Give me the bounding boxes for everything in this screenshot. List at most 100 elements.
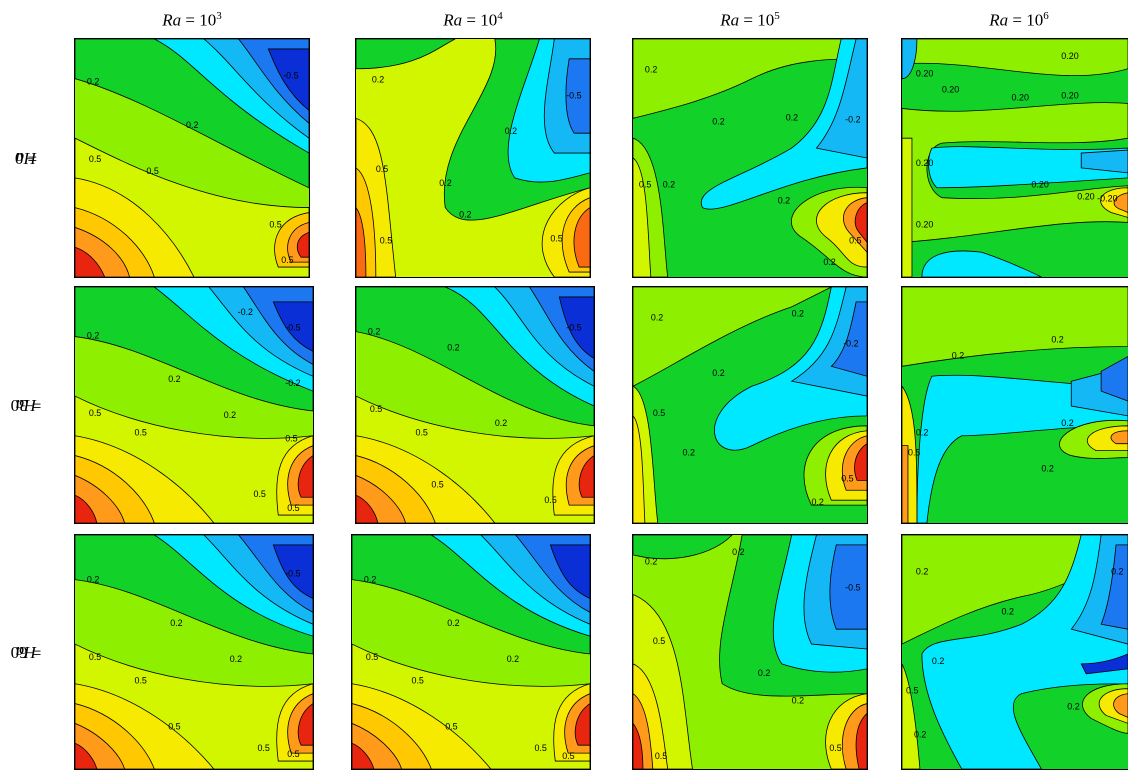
- svg-text:0.5: 0.5: [269, 219, 281, 229]
- svg-text:0.20: 0.20: [1061, 91, 1078, 101]
- contour-plot: 0.2 0.2 0.2 0.5 0.5 0.5 0.5 0.5 -0.2 -0.…: [75, 287, 313, 523]
- contour-plot: 0.2 0.2 0.5 0.5 0.5 0.5 -0.5: [75, 39, 309, 277]
- contour-panel-ha30-ra1e6: 0.2 0.2 0.2 0.2 0.2 0.5: [901, 286, 1128, 524]
- column-header-ra-1e5: Ra = 105: [720, 10, 780, 30]
- svg-text:-0.2: -0.2: [843, 338, 858, 348]
- svg-text:0.5: 0.5: [254, 489, 266, 499]
- svg-text:0.2: 0.2: [916, 567, 928, 577]
- svg-text:0.5: 0.5: [544, 495, 556, 505]
- svg-text:0.2: 0.2: [952, 350, 964, 360]
- contour-panel-ha60-ra1e3: 0.2 0.2 0.2 0.5 0.5 0.5 0.5 0.5 -0.5: [74, 534, 314, 770]
- svg-text:0.20: 0.20: [916, 69, 933, 79]
- contour-panel-ha0-ra1e4: 0.2 0.2 0.2 0.2 0.5 0.5 0.5 -0.5: [355, 38, 591, 278]
- contour-plot: 0.2 0.2 0.2 0.2 0.5 0.5 0.5 -0.5: [356, 39, 590, 277]
- svg-text:0.2: 0.2: [758, 668, 770, 678]
- svg-text:0.20: 0.20: [1077, 192, 1094, 202]
- contour-plot: 0.2 0.2 0.2 0.2 0.2 0.5 0.5 -0.2: [633, 287, 867, 523]
- svg-text:0.2: 0.2: [186, 120, 198, 130]
- svg-text:0.5: 0.5: [431, 479, 443, 489]
- contour-panel-ha30-ra1e4: 0.2 0.2 0.2 0.5 0.5 0.5 0.5 -0.5: [355, 286, 595, 524]
- contour-panel-ha0-ra1e3: 0.2 0.2 0.5 0.5 0.5 0.5 -0.5: [74, 38, 310, 278]
- contour-plot: 0.20 0.20 0.20 0.20 0.20 0.20 0.20 0.20 …: [902, 39, 1128, 277]
- svg-text:0.5: 0.5: [89, 408, 101, 418]
- column-header-ra-1e4: Ra = 104: [443, 10, 503, 30]
- svg-text:-0.5: -0.5: [845, 583, 860, 593]
- svg-text:0.2: 0.2: [1041, 463, 1053, 473]
- svg-text:0.5: 0.5: [135, 428, 147, 438]
- svg-text:-0.2: -0.2: [285, 378, 300, 388]
- svg-text:0.5: 0.5: [639, 180, 651, 190]
- svg-text:0.20: 0.20: [942, 85, 959, 95]
- svg-text:-0.2: -0.2: [238, 307, 253, 317]
- contour-plot: 0.2 0.2 0.2 0.5 0.5 0.5 0.5 0.5: [352, 535, 590, 769]
- svg-text:0.2: 0.2: [507, 654, 519, 664]
- svg-text:0.2: 0.2: [87, 331, 99, 341]
- svg-text:-0.5: -0.5: [566, 323, 581, 333]
- svg-text:0.2: 0.2: [1061, 418, 1073, 428]
- svg-text:-0.2: -0.2: [845, 114, 860, 124]
- svg-text:0.5: 0.5: [908, 448, 920, 458]
- contour-plot: 0.2 0.2 0.2 0.5 0.5 0.5 0.5 -0.5: [356, 287, 594, 523]
- svg-text:0.2: 0.2: [645, 557, 657, 567]
- svg-text:0.2: 0.2: [1002, 606, 1014, 616]
- column-header-ra-1e3: Ra = 103: [162, 10, 222, 30]
- svg-text:0.2: 0.2: [914, 729, 926, 739]
- contour-plot: 0.2 0.2 0.2 0.2 0.5 0.5 0.5 -0.5: [633, 535, 867, 769]
- svg-text:0.2: 0.2: [230, 654, 242, 664]
- svg-text:0.5: 0.5: [287, 749, 299, 759]
- svg-text:0.20: 0.20: [1031, 180, 1048, 190]
- svg-text:0.5: 0.5: [380, 235, 392, 245]
- svg-text:0.5: 0.5: [655, 751, 667, 761]
- svg-text:0.5: 0.5: [168, 721, 180, 731]
- svg-text:0.2: 0.2: [368, 327, 380, 337]
- svg-text:0.2: 0.2: [811, 497, 823, 507]
- svg-text:0.2: 0.2: [439, 178, 451, 188]
- svg-text:0.5: 0.5: [135, 676, 147, 686]
- svg-text:0.5: 0.5: [89, 652, 101, 662]
- svg-text:0.2: 0.2: [916, 428, 928, 438]
- svg-text:0.2: 0.2: [459, 209, 471, 219]
- svg-text:0.20: 0.20: [916, 219, 933, 229]
- svg-text:0.5: 0.5: [376, 164, 388, 174]
- contour-panel-ha0-ra1e6: 0.20 0.20 0.20 0.20 0.20 0.20 0.20 0.20 …: [901, 38, 1128, 278]
- svg-text:0.2: 0.2: [932, 656, 944, 666]
- svg-text:0.2: 0.2: [372, 75, 384, 85]
- svg-text:0.5: 0.5: [841, 473, 853, 483]
- contour-plot: 0.2 0.2 0.2 0.2 0.2 0.2 0.5 0.5 -0.2: [633, 39, 867, 277]
- svg-text:0.2: 0.2: [87, 77, 99, 87]
- svg-text:0.2: 0.2: [823, 257, 835, 267]
- svg-text:0.5: 0.5: [829, 743, 841, 753]
- svg-text:0.5: 0.5: [550, 233, 562, 243]
- svg-text:-0.20: -0.20: [1097, 194, 1117, 204]
- svg-text:0.2: 0.2: [87, 575, 99, 585]
- svg-text:0.2: 0.2: [651, 313, 663, 323]
- svg-text:0.20: 0.20: [1061, 51, 1078, 61]
- svg-text:0.5: 0.5: [287, 503, 299, 513]
- svg-text:-0.5: -0.5: [566, 90, 581, 100]
- contour-panel-ha30-ra1e5: 0.2 0.2 0.2 0.2 0.2 0.5 0.5 -0.2: [632, 286, 868, 524]
- svg-text:0.5: 0.5: [653, 636, 665, 646]
- svg-text:0.5: 0.5: [146, 166, 158, 176]
- svg-text:0.2: 0.2: [683, 448, 695, 458]
- svg-text:0.5: 0.5: [370, 404, 382, 414]
- contour-panel-ha60-ra1e6: 0.2 0.2 0.2 0.2 0.2 0.2 0.5: [901, 534, 1128, 770]
- svg-text:0.5: 0.5: [445, 721, 457, 731]
- svg-text:0.5: 0.5: [562, 751, 574, 761]
- svg-text:0.2: 0.2: [170, 618, 182, 628]
- svg-text:0.2: 0.2: [1067, 702, 1079, 712]
- svg-text:0.2: 0.2: [792, 696, 804, 706]
- svg-text:0.2: 0.2: [495, 418, 507, 428]
- svg-text:0.2: 0.2: [663, 180, 675, 190]
- svg-text:0.2: 0.2: [732, 547, 744, 557]
- svg-text:0.20: 0.20: [1012, 92, 1029, 102]
- svg-text:0.5: 0.5: [653, 408, 665, 418]
- svg-text:0.5: 0.5: [412, 676, 424, 686]
- svg-text:0.5: 0.5: [285, 434, 297, 444]
- svg-text:0.2: 0.2: [645, 65, 657, 75]
- svg-text:0.2: 0.2: [786, 112, 798, 122]
- svg-text:0.2: 0.2: [792, 309, 804, 319]
- svg-text:0.2: 0.2: [1051, 335, 1063, 345]
- svg-text:0.5: 0.5: [534, 743, 546, 753]
- svg-text:0.5: 0.5: [906, 686, 918, 696]
- svg-text:0.5: 0.5: [281, 255, 293, 265]
